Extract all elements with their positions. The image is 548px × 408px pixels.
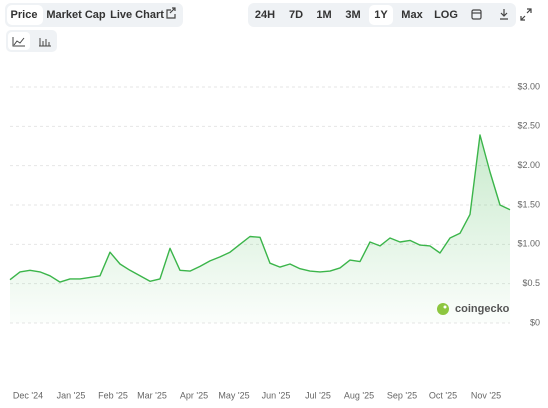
x-tick-label: Jul '25 bbox=[305, 390, 331, 400]
x-tick-label: Aug '25 bbox=[344, 390, 374, 400]
bar-icon bbox=[39, 38, 51, 47]
watermark: coingecko bbox=[455, 303, 510, 315]
x-tick-label: Apr '25 bbox=[180, 390, 208, 400]
line-icon bbox=[12, 37, 25, 47]
range-button[interactable]: 7D bbox=[289, 9, 303, 21]
y-tick-label: $2.00 bbox=[517, 160, 540, 170]
tab[interactable]: Price bbox=[11, 9, 38, 21]
price-line bbox=[9, 134, 511, 283]
y-tick-label: $1.50 bbox=[517, 199, 540, 209]
x-tick-label: Oct '25 bbox=[429, 390, 457, 400]
range-button[interactable]: 1M bbox=[316, 9, 331, 21]
area bbox=[10, 135, 510, 323]
range-active bbox=[369, 5, 393, 25]
x-tick-label: Mar '25 bbox=[137, 390, 167, 400]
range-button[interactable]: LOG bbox=[434, 9, 458, 21]
y-tick-label: $3.00 bbox=[517, 81, 540, 91]
y-tick-label: $1.00 bbox=[517, 239, 540, 249]
x-tick-label: May '25 bbox=[218, 390, 249, 400]
toggle-active[interactable] bbox=[8, 32, 30, 50]
y-tick-label: $2.50 bbox=[517, 121, 540, 131]
x-tick-label: Sep '25 bbox=[387, 390, 417, 400]
x-tick-label: Jan '25 bbox=[57, 390, 86, 400]
tab-active bbox=[7, 5, 43, 25]
tab-group bbox=[5, 3, 183, 27]
range-button[interactable]: 1Y bbox=[374, 9, 388, 21]
logo-eye bbox=[443, 305, 447, 309]
range-button[interactable]: 3M bbox=[345, 9, 360, 21]
toolbar-icons[interactable] bbox=[166, 7, 532, 21]
y-tick-label: $0 bbox=[530, 317, 540, 327]
logo bbox=[437, 303, 449, 315]
x-tick-label: Nov '25 bbox=[471, 390, 501, 400]
y-tick-label: $0.5 bbox=[522, 278, 540, 288]
range-button[interactable]: Max bbox=[401, 9, 423, 21]
x-tick-label: Jun '25 bbox=[262, 390, 291, 400]
tab[interactable]: Market Cap bbox=[46, 9, 106, 21]
x-tick-label: Feb '25 bbox=[98, 390, 128, 400]
tab[interactable]: Live Chart bbox=[110, 9, 164, 21]
x-tick-label: Dec '24 bbox=[13, 390, 43, 400]
range-button[interactable]: 24H bbox=[255, 9, 275, 21]
